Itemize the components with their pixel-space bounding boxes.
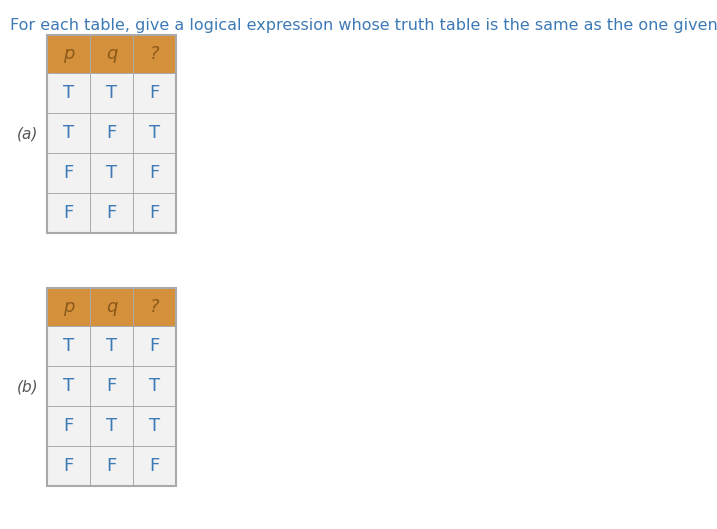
Bar <box>133 326 176 366</box>
Bar <box>90 406 133 446</box>
Text: p: p <box>63 45 74 63</box>
Bar <box>133 406 176 446</box>
Bar <box>90 366 133 406</box>
Text: F: F <box>106 124 117 142</box>
Text: T: T <box>63 124 74 142</box>
Text: T: T <box>149 377 160 395</box>
Bar <box>90 153 133 193</box>
Text: (a): (a) <box>17 126 39 141</box>
Bar <box>133 35 176 73</box>
Bar <box>90 288 133 326</box>
Text: F: F <box>149 337 160 355</box>
Text: q: q <box>106 298 117 316</box>
Bar <box>47 35 90 73</box>
Text: T: T <box>149 124 160 142</box>
Bar <box>90 446 133 486</box>
Bar <box>90 73 133 113</box>
Text: T: T <box>106 164 117 182</box>
Bar <box>47 113 90 153</box>
Text: F: F <box>63 164 74 182</box>
Bar <box>133 446 176 486</box>
Text: F: F <box>106 377 117 395</box>
Text: F: F <box>63 204 74 222</box>
Bar <box>47 366 90 406</box>
Bar <box>47 153 90 193</box>
Bar <box>47 35 176 233</box>
Bar <box>90 113 133 153</box>
Text: T: T <box>149 417 160 435</box>
Text: F: F <box>63 457 74 475</box>
Text: For each table, give a logical expression whose truth table is the same as the o: For each table, give a logical expressio… <box>10 18 717 33</box>
Text: F: F <box>149 84 160 102</box>
Bar <box>47 288 176 486</box>
Bar <box>47 288 90 326</box>
Bar <box>133 113 176 153</box>
Text: F: F <box>149 204 160 222</box>
Text: T: T <box>106 417 117 435</box>
Text: F: F <box>149 164 160 182</box>
Text: q: q <box>106 45 117 63</box>
Text: (b): (b) <box>17 379 39 395</box>
Bar <box>133 73 176 113</box>
Bar <box>133 288 176 326</box>
Bar <box>47 446 90 486</box>
Bar <box>47 73 90 113</box>
Bar <box>90 193 133 233</box>
Text: T: T <box>106 337 117 355</box>
Bar <box>47 326 90 366</box>
Text: F: F <box>106 204 117 222</box>
Text: p: p <box>63 298 74 316</box>
Bar <box>90 326 133 366</box>
Bar <box>133 153 176 193</box>
Text: F: F <box>149 457 160 475</box>
Text: T: T <box>63 337 74 355</box>
Text: F: F <box>63 417 74 435</box>
Bar <box>47 193 90 233</box>
Text: T: T <box>63 84 74 102</box>
Bar <box>133 366 176 406</box>
Text: ?: ? <box>150 298 159 316</box>
Bar <box>90 35 133 73</box>
Text: T: T <box>106 84 117 102</box>
Text: F: F <box>106 457 117 475</box>
Text: ?: ? <box>150 45 159 63</box>
Bar <box>133 193 176 233</box>
Bar <box>47 406 90 446</box>
Text: T: T <box>63 377 74 395</box>
